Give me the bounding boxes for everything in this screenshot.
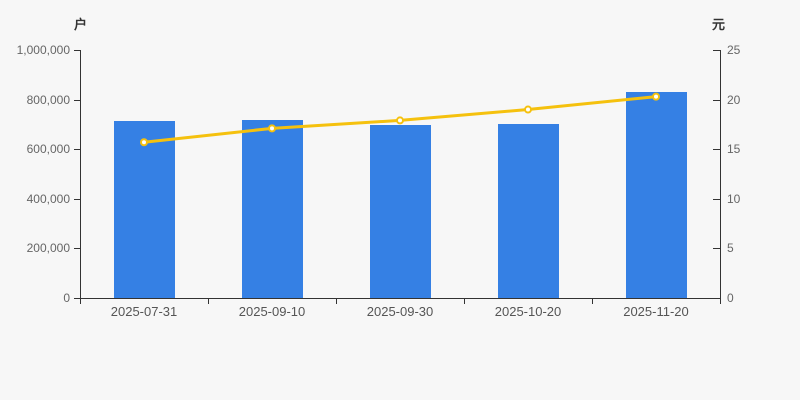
- right-axis-tick-label: 25: [727, 43, 741, 57]
- x-axis-category-label: 2025-09-30: [366, 304, 434, 319]
- bottom-axis-line: [80, 298, 721, 299]
- left-axis-tick: [74, 248, 80, 250]
- bar: [625, 92, 687, 298]
- x-axis-category-label: 2025-09-10: [238, 304, 306, 319]
- left-axis-tick-label: 400,000: [26, 191, 70, 206]
- right-axis-tick-label: 0: [727, 291, 734, 305]
- right-axis-unit-label: 元: [712, 17, 726, 32]
- line-point-marker: [524, 105, 532, 114]
- x-axis-tick: [208, 298, 209, 304]
- right-axis-line: [720, 50, 721, 299]
- right-axis-tick-label: 15: [727, 142, 741, 157]
- x-axis-tick: [80, 298, 81, 304]
- x-axis-tick: [592, 298, 593, 304]
- x-axis-category-label: 2025-11-20: [623, 304, 689, 319]
- left-axis-tick: [74, 149, 80, 151]
- right-axis-tick: [713, 50, 720, 51]
- x-axis-tick: [720, 298, 721, 304]
- left-axis-line: [80, 50, 81, 299]
- right-axis-tick-label: 20: [727, 92, 741, 107]
- line-point-marker: [396, 116, 404, 125]
- bar: [113, 121, 175, 298]
- left-axis-tick-label: 800,000: [26, 92, 70, 107]
- bar: [497, 124, 559, 298]
- left-axis-unit-label: 户: [74, 17, 88, 32]
- right-axis-tick: [713, 198, 720, 200]
- right-axis-tick-label: 5: [727, 241, 734, 256]
- left-axis-tick-label: 0: [63, 291, 70, 305]
- left-axis-tick: [74, 99, 80, 101]
- x-axis-tick: [464, 298, 465, 304]
- left-axis-tick-label: 1,000,000: [16, 43, 70, 57]
- left-axis-tick: [74, 50, 80, 51]
- right-axis-tick: [713, 298, 720, 299]
- x-axis-tick: [336, 298, 337, 304]
- right-axis-tick: [713, 248, 720, 250]
- left-axis-tick-label: 200,000: [26, 241, 70, 256]
- left-axis-tick-label: 600,000: [26, 142, 70, 157]
- x-axis-category-label: 2025-10-20: [494, 304, 562, 319]
- bar: [241, 120, 303, 298]
- right-axis-tick-label: 10: [727, 191, 741, 206]
- right-axis-tick: [713, 149, 720, 151]
- x-axis-category-label: 2025-07-31: [110, 304, 178, 319]
- left-axis-tick: [74, 298, 80, 299]
- right-axis-tick: [713, 99, 720, 101]
- left-axis-tick: [74, 198, 80, 200]
- bar: [369, 124, 431, 298]
